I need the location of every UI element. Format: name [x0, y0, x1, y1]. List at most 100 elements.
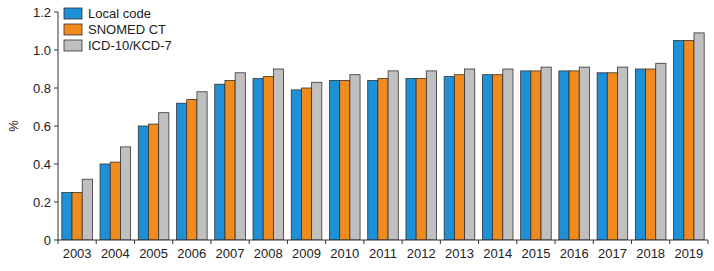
y-tick-label: 1.0 [33, 43, 51, 58]
y-tick-label: 0 [44, 233, 51, 248]
legend-label: Local code [88, 6, 151, 21]
x-tick-label: 2009 [292, 246, 321, 261]
bar [426, 71, 436, 240]
x-tick-label: 2004 [101, 246, 130, 261]
x-tick [631, 240, 632, 244]
x-axis [58, 240, 708, 241]
x-tick-label: 2005 [139, 246, 168, 261]
bar [521, 71, 531, 240]
x-tick [363, 240, 364, 244]
bar [569, 71, 579, 240]
bar [187, 99, 197, 240]
bar [684, 41, 694, 241]
y-tick [54, 88, 58, 89]
bar [454, 75, 464, 240]
bar [138, 126, 148, 240]
y-tick-label: 1.2 [33, 5, 51, 20]
y-tick-label: 0.8 [33, 81, 51, 96]
bar [197, 92, 207, 240]
bar [406, 79, 416, 241]
x-tick [210, 240, 211, 244]
x-tick-label: 2011 [369, 246, 397, 261]
x-tick-label: 2013 [445, 246, 474, 261]
bar [388, 71, 398, 240]
x-tick-label: 2018 [636, 246, 665, 261]
y-tick-label: 0.4 [33, 157, 51, 172]
y-tick [54, 202, 58, 203]
bar [531, 71, 541, 240]
x-tick-label: 2003 [63, 246, 92, 261]
bar [312, 82, 322, 240]
y-tick [54, 126, 58, 127]
x-tick-label: 2007 [216, 246, 245, 261]
x-tick [669, 240, 670, 244]
bar [329, 80, 339, 240]
x-tick-label: 2014 [483, 246, 512, 261]
bar [120, 147, 130, 240]
bar [291, 90, 301, 240]
bar [674, 41, 684, 241]
x-tick-label: 2012 [407, 246, 436, 261]
bar [100, 164, 110, 240]
bar [559, 71, 569, 240]
bar [301, 88, 311, 240]
legend-swatch [64, 40, 82, 51]
x-tick [516, 240, 517, 244]
bar [607, 73, 617, 240]
x-tick-label: 2008 [254, 246, 283, 261]
bar [350, 75, 360, 240]
x-tick [96, 240, 97, 244]
bar [62, 193, 72, 241]
x-tick [708, 240, 709, 244]
bar [72, 193, 82, 241]
bar [225, 80, 235, 240]
bar [235, 73, 245, 240]
y-tick-label: 0.2 [33, 195, 51, 210]
y-tick [54, 240, 58, 241]
x-tick-label: 2017 [598, 246, 627, 261]
x-tick [249, 240, 250, 244]
x-tick [593, 240, 594, 244]
x-tick [478, 240, 479, 244]
x-tick-label: 2016 [560, 246, 589, 261]
bar [635, 69, 645, 240]
x-tick-label: 2019 [674, 246, 703, 261]
bar [493, 75, 503, 240]
legend-label: SNOMED CT [88, 22, 166, 37]
bar [263, 77, 273, 240]
bar [378, 79, 388, 241]
x-tick [58, 240, 59, 244]
bar [579, 67, 589, 240]
bar [694, 33, 704, 240]
bar [340, 80, 350, 240]
bar [444, 77, 454, 240]
x-tick-label: 2010 [330, 246, 359, 261]
x-tick [402, 240, 403, 244]
bar [656, 63, 666, 240]
chart: 00.20.40.60.81.01.2200320042005200620072… [0, 0, 714, 271]
x-tick [134, 240, 135, 244]
bar [503, 69, 513, 240]
x-tick [440, 240, 441, 244]
y-tick [54, 164, 58, 165]
bar [273, 69, 283, 240]
bars [62, 33, 704, 240]
bar [82, 179, 92, 240]
x-tick-label: 2015 [521, 246, 550, 261]
y-tick [54, 12, 58, 13]
y-tick-label: 0.6 [33, 119, 51, 134]
x-tick [555, 240, 556, 244]
bar [368, 80, 378, 240]
bar [416, 79, 426, 241]
legend-swatch [64, 24, 82, 35]
bar [646, 69, 656, 240]
bar [541, 67, 551, 240]
x-tick [172, 240, 173, 244]
bar [618, 67, 628, 240]
bar [148, 124, 158, 240]
bar [465, 69, 475, 240]
bar [482, 75, 492, 240]
legend-swatch [64, 8, 82, 19]
bar [253, 79, 263, 241]
y-axis-label: % [6, 120, 21, 132]
